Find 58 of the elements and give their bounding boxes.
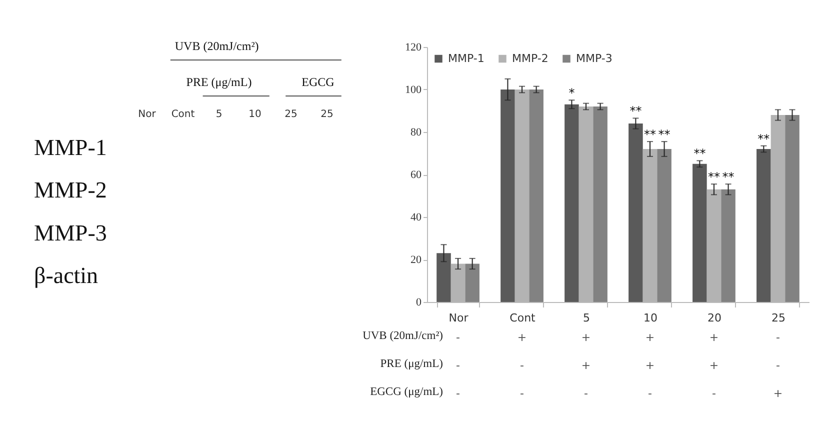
category-label: β-actin	[34, 263, 98, 288]
category-label: 25	[320, 109, 334, 120]
text: EGCG (μg/mL)	[370, 386, 444, 398]
category-label: 5	[216, 109, 222, 120]
category-label: Cont	[171, 109, 195, 120]
y-tick-label: 20	[410, 254, 422, 266]
text: +	[709, 331, 719, 344]
data-label: **	[708, 170, 720, 184]
x-tick-label: 10	[643, 312, 658, 324]
text: -	[456, 387, 460, 400]
data-label: **	[722, 170, 734, 184]
text: -	[648, 387, 652, 400]
text: -	[456, 331, 460, 344]
y-tick-label: 0	[416, 296, 422, 308]
text: +	[645, 359, 655, 372]
data-label: *	[568, 86, 575, 100]
category-label: MMP-3	[34, 220, 107, 246]
text: EGCG	[302, 75, 335, 89]
text: UVB (20mJ/cm²)	[174, 39, 259, 53]
legend-label: MMP-3	[576, 52, 612, 65]
legend-label: MMP-2	[512, 52, 548, 65]
text: +	[645, 331, 655, 344]
text: PRE (μg/mL)	[186, 75, 252, 89]
y-tick-label: 60	[410, 169, 422, 181]
data-label: **	[630, 104, 642, 118]
legend-label: MMP-1	[448, 52, 484, 65]
text: +	[773, 387, 783, 400]
text: -	[520, 387, 524, 400]
y-tick-label: 120	[405, 42, 422, 54]
text: -	[456, 359, 460, 372]
text: UVB (20mJ/cm²)	[362, 330, 444, 342]
x-tick-label: 20	[707, 312, 722, 324]
text: -	[520, 359, 524, 372]
y-tick-label: 80	[410, 126, 422, 138]
y-tick-label: 100	[405, 84, 422, 96]
data-label: **	[644, 128, 656, 142]
category-label: 10	[248, 109, 262, 120]
data-label: **	[694, 146, 706, 161]
category-label: MMP-2	[34, 178, 107, 203]
category-label: 25	[284, 109, 298, 120]
x-tick-label: 5	[583, 312, 590, 324]
text: -	[712, 387, 716, 400]
category-label: MMP-1	[34, 135, 107, 160]
data-label: **	[658, 128, 670, 142]
x-tick-label: Nor	[448, 312, 469, 324]
text: -	[776, 331, 780, 344]
text: +	[581, 359, 591, 372]
text: PRE (μg/mL)	[380, 358, 444, 370]
text: +	[517, 331, 527, 344]
text: +	[709, 359, 719, 372]
y-tick-label: 40	[410, 212, 422, 224]
x-tick-label: 25	[771, 312, 786, 324]
category-label: Nor	[138, 109, 157, 120]
text: -	[584, 387, 588, 400]
text: +	[581, 331, 591, 344]
x-tick-label: Cont	[510, 312, 536, 324]
text: -	[776, 359, 780, 372]
data-label: **	[758, 132, 770, 146]
